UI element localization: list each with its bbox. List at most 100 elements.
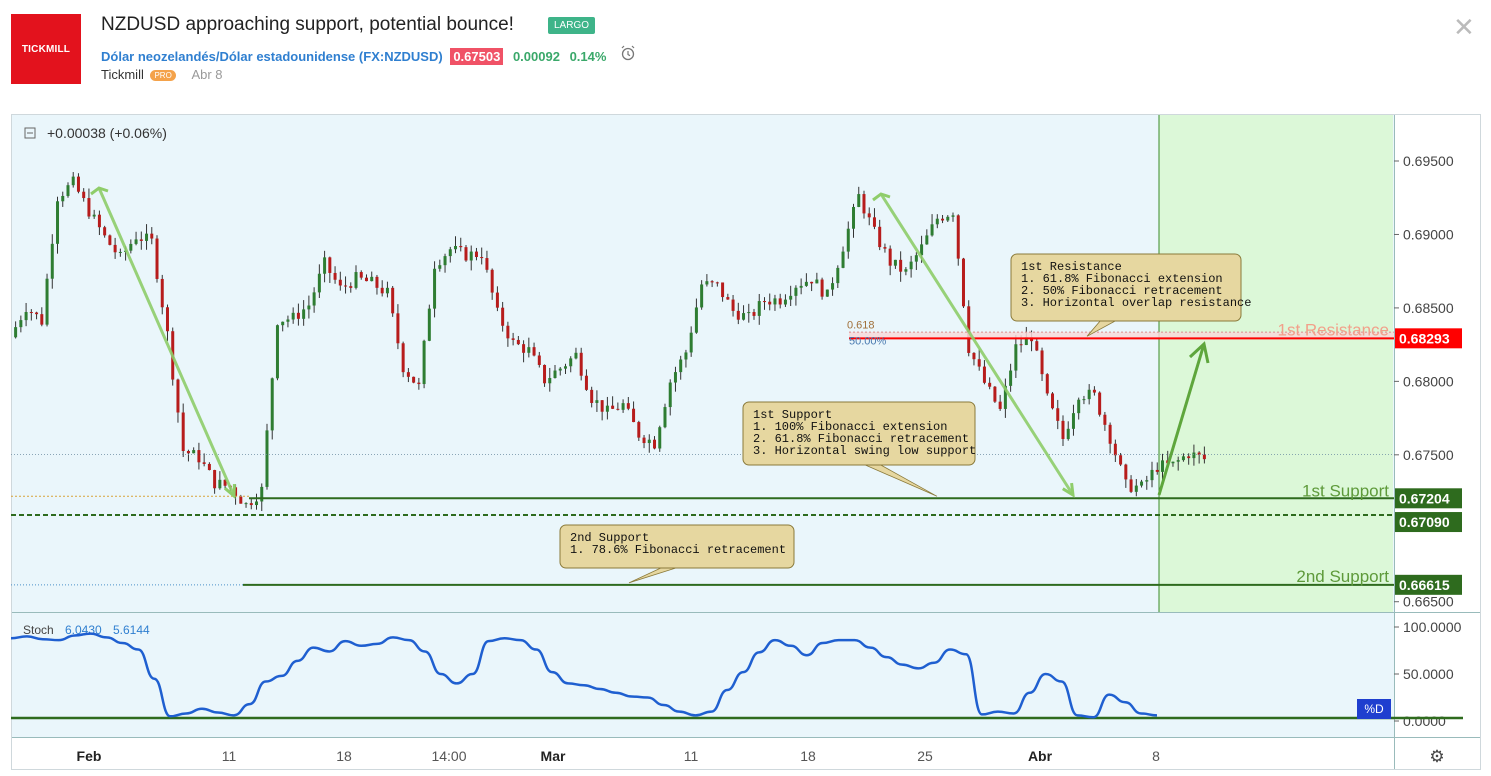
candle-body <box>270 378 274 431</box>
candle-body <box>24 312 28 321</box>
candle-body <box>632 408 636 423</box>
candle-body <box>87 198 91 217</box>
candle-body <box>977 359 981 367</box>
candle-body <box>427 308 431 341</box>
candle-body <box>935 218 939 225</box>
candle-body <box>448 249 452 257</box>
x-tick-label: 18 <box>800 748 816 764</box>
time-axis-bg <box>11 738 1394 770</box>
candle-body <box>899 259 903 272</box>
price-axis[interactable]: 0.69500 0.69000 0.68500 0.68000 0.67500 0.665… <box>1394 153 1462 610</box>
candle-body <box>569 358 573 367</box>
candle-body <box>14 327 18 338</box>
candle-body <box>1124 464 1128 480</box>
candle-body <box>113 244 117 253</box>
candle-body <box>1160 460 1164 472</box>
candle-body <box>35 312 39 315</box>
resistance-callout-line-2: 2. 50% Fibonacci retracement <box>1021 284 1223 298</box>
author-name[interactable]: Tickmill <box>101 67 144 82</box>
candle-body <box>66 185 70 196</box>
level-badge <box>1395 574 1462 595</box>
stoch-label: Stoch <box>23 623 54 637</box>
candle-body <box>396 313 400 344</box>
candle-body <box>165 307 169 332</box>
candle-body <box>1181 456 1185 461</box>
candle-body <box>867 213 871 218</box>
candle-body <box>1098 392 1102 415</box>
candle-body <box>579 352 583 376</box>
candle-body <box>883 247 887 249</box>
candle-body <box>1176 460 1180 462</box>
candle-body <box>1092 389 1096 393</box>
settings-gear-icon: ⚙ <box>1429 747 1444 766</box>
candle-body <box>815 279 819 284</box>
chart-frame <box>11 114 1481 770</box>
candle-body <box>1134 485 1138 492</box>
candle-body <box>925 235 929 245</box>
tickmill-logo[interactable]: TICKMILL <box>11 14 81 84</box>
candle-body <box>61 195 65 202</box>
candle-body <box>611 405 615 409</box>
candle-body <box>946 216 950 221</box>
candle-body <box>19 320 23 328</box>
resistance-callout-line-1: 1. 61.8% Fibonacci extension <box>1021 272 1223 286</box>
candle-body <box>370 276 374 282</box>
stoch-line <box>10 632 1158 719</box>
support1-callout-line-3: 3. Horizontal swing low support <box>753 444 976 458</box>
price-chart[interactable]: 1st Resistance 1. 61.8% Fibonacci extensi… <box>10 114 1481 770</box>
candle-body <box>312 292 316 306</box>
candle-body <box>831 283 835 290</box>
logo-text: TICKMILL <box>21 43 71 55</box>
annotations-group: 1st Resistance 1. 61.8% Fibonacci extensi… <box>559 253 1390 586</box>
candle-body <box>118 251 122 253</box>
candle-body <box>82 191 86 199</box>
candle-body <box>532 347 536 356</box>
candle-body <box>281 321 285 326</box>
candle-body <box>694 307 698 333</box>
candle-body <box>1150 469 1154 481</box>
bounce-arrow <box>1157 343 1206 496</box>
stoch-d-badge-label: %D <box>1364 702 1384 716</box>
candle-body <box>443 256 447 266</box>
candle-body <box>338 279 342 286</box>
candle-body <box>176 379 180 413</box>
support2-callout-line-0: 2nd Support <box>570 531 649 545</box>
candle-body <box>207 463 211 471</box>
time-axis[interactable]: Feb 11 18 14:00 Mar 11 18 25 Abr 8 ⚙ <box>77 747 1445 766</box>
close-icon[interactable]: ✕ <box>1453 12 1475 42</box>
candle-body <box>1014 344 1018 371</box>
candle-body <box>385 287 389 294</box>
symbol-name-link[interactable]: Dólar neozelandés/Dólar estadounidense <box>101 49 356 64</box>
resistance-label: 1st Resistance <box>1278 320 1390 339</box>
y-tick-label: 0.68000 <box>1403 373 1454 389</box>
candle-body <box>836 267 840 284</box>
alarm-clock-icon[interactable] <box>620 45 636 64</box>
impulse-arrow-1-tail <box>90 186 109 196</box>
candle-body <box>658 427 662 449</box>
candle-body <box>1129 479 1133 492</box>
chart-area[interactable]: 1st Resistance 1. 61.8% Fibonacci extensi… <box>10 114 1481 770</box>
collapse-legend-icon[interactable] <box>24 127 36 139</box>
candle-body <box>134 239 138 244</box>
candle-body <box>982 366 986 383</box>
candle-body <box>590 389 594 403</box>
fib-resistance-zone <box>849 332 1394 339</box>
candle-body <box>543 364 547 384</box>
candle-body <box>715 282 719 284</box>
resistance-callout-line-3: 3. Horizontal overlap resistance <box>1021 296 1251 310</box>
candle-body <box>647 439 651 444</box>
levels-group <box>11 331 1394 586</box>
candle-body <box>359 272 363 278</box>
candle-body <box>56 201 60 244</box>
candle-body <box>762 301 766 303</box>
symbol-code-link[interactable]: (FX:NZDUSD) <box>358 49 443 64</box>
candle-body <box>637 422 641 438</box>
candle-body <box>186 450 190 454</box>
level-badge-label: 0.67090 <box>1399 514 1450 530</box>
publish-date: Abr 8 <box>191 67 223 82</box>
candle-body <box>668 382 672 408</box>
support2-callout <box>559 524 795 569</box>
candle-body <box>511 338 515 340</box>
candles-group <box>14 172 1206 512</box>
